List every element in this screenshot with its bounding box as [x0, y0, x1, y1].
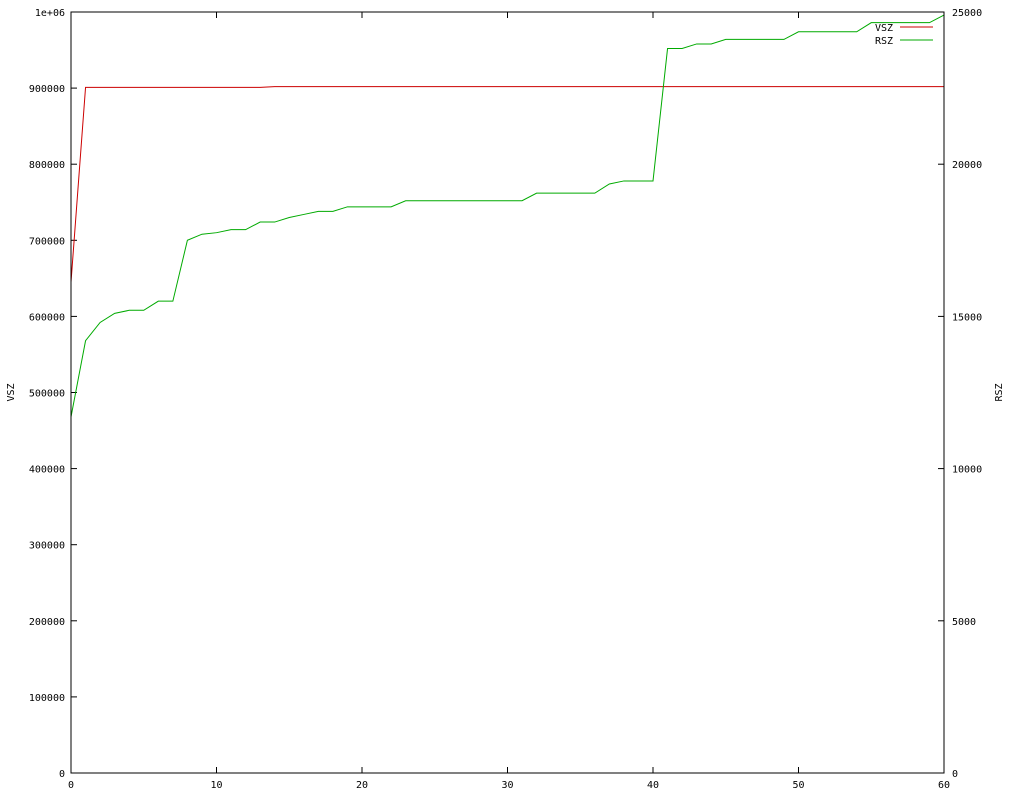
y-tick-label: 100000 — [29, 693, 65, 704]
y2-tick-label: 25000 — [952, 8, 982, 19]
legend: VSZ RSZ — [875, 23, 933, 47]
x-tick-label: 20 — [356, 780, 368, 791]
legend-label-rsz: RSZ — [875, 36, 893, 47]
x-tick-label: 0 — [68, 780, 74, 791]
x-tick-label: 60 — [938, 780, 950, 791]
y2-tick-label: 5000 — [952, 617, 976, 628]
x-tick-label: 10 — [210, 780, 222, 791]
y-tick-label: 400000 — [29, 465, 65, 476]
y-tick-label: 600000 — [29, 312, 65, 323]
y-tick-label: 1e+06 — [35, 8, 65, 19]
y-tick-label: 200000 — [29, 617, 65, 628]
series-lines — [70, 14, 945, 417]
y-tick-label: 800000 — [29, 160, 65, 171]
series-line-vsz — [70, 86, 944, 283]
y2-tick-label: 15000 — [952, 312, 982, 323]
x-tick-label: 30 — [501, 780, 513, 791]
y-axis-title: VSZ — [6, 383, 17, 401]
y2-tick-label: 10000 — [952, 465, 982, 476]
y2-axis-title: RSZ — [994, 383, 1005, 401]
legend-label-vsz: VSZ — [875, 23, 893, 34]
plot-frame — [70, 11, 945, 774]
x-tick-label: 50 — [792, 780, 804, 791]
y-tick-label: 0 — [59, 769, 65, 780]
y2-tick-label: 0 — [952, 769, 958, 780]
y-tick-label: 500000 — [29, 389, 65, 400]
y-tick-label: 300000 — [29, 541, 65, 552]
x-tick-label: 40 — [647, 780, 659, 791]
y2-tick-label: 20000 — [952, 160, 982, 171]
axis-labels: 0 10 20 30 40 50 60010000020000030000040000050… — [6, 8, 1005, 791]
y-tick-label: 900000 — [29, 84, 65, 95]
series-line-rsz — [70, 14, 945, 417]
y-tick-label: 700000 — [29, 236, 65, 247]
